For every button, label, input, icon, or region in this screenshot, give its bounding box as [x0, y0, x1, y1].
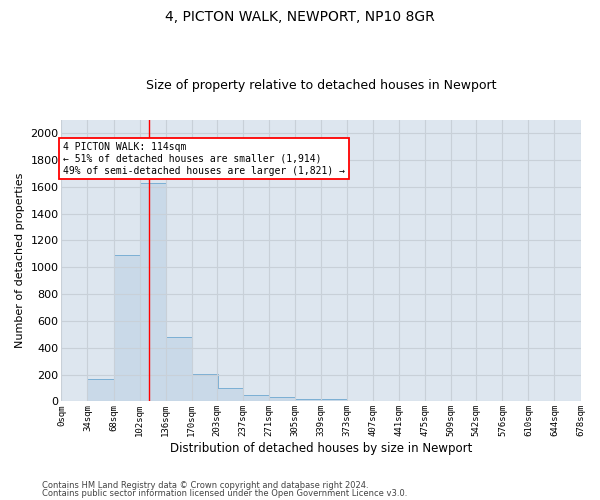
Text: Contains HM Land Registry data © Crown copyright and database right 2024.: Contains HM Land Registry data © Crown c…	[42, 481, 368, 490]
Bar	[243, 396, 269, 402]
Bar	[269, 398, 295, 402]
Title: Size of property relative to detached houses in Newport: Size of property relative to detached ho…	[146, 79, 496, 92]
Bar	[166, 337, 191, 402]
Bar	[321, 400, 347, 402]
Bar	[217, 388, 243, 402]
Text: Contains public sector information licensed under the Open Government Licence v3: Contains public sector information licen…	[42, 488, 407, 498]
Bar	[295, 398, 321, 402]
Text: 4 PICTON WALK: 114sqm
← 51% of detached houses are smaller (1,914)
49% of semi-d: 4 PICTON WALK: 114sqm ← 51% of detached …	[63, 142, 345, 176]
Bar	[113, 255, 140, 402]
Text: 4, PICTON WALK, NEWPORT, NP10 8GR: 4, PICTON WALK, NEWPORT, NP10 8GR	[165, 10, 435, 24]
Bar	[140, 182, 166, 402]
Bar	[88, 380, 113, 402]
Bar	[191, 374, 218, 402]
X-axis label: Distribution of detached houses by size in Newport: Distribution of detached houses by size …	[170, 442, 472, 455]
Y-axis label: Number of detached properties: Number of detached properties	[15, 173, 25, 348]
